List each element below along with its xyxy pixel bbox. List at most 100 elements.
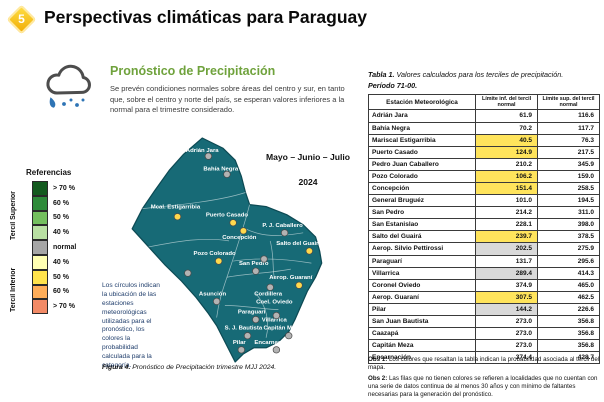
- table-row: Encarnación 374.4 428.7: [368, 351, 600, 365]
- figure-caption-text: Pronóstico de Precipitación trimestre MJ…: [130, 364, 277, 371]
- page-title: Perspectivas climáticas para Paraguay: [44, 7, 367, 27]
- forecast-period: Mayo – Junio – Julio 2024: [252, 152, 364, 187]
- table-row: Paraguarí 131.7 295.6: [368, 254, 600, 268]
- upper-limit-cell: 414.3: [537, 266, 600, 280]
- upper-limit-cell: 311.0: [537, 206, 600, 220]
- map-label: Encarnación: [254, 340, 290, 346]
- station-dot: [260, 255, 268, 263]
- station-dot: [237, 346, 246, 354]
- upper-limit-cell: 226.6: [537, 302, 600, 317]
- table-row: Pedro Juan Caballero 210.2 345.9: [368, 157, 600, 171]
- forecast-months: Mayo – Junio – Julio: [265, 152, 351, 162]
- station-name-cell: Bahía Negra: [368, 121, 476, 135]
- legend-swatch: [32, 254, 48, 270]
- table-row: Aerop. Guaraní 307.5 462.5: [368, 290, 600, 304]
- station-name-cell: Aerop. Silvio Pettirossi: [368, 242, 476, 256]
- map-label: Capitán Meza: [263, 326, 302, 332]
- station-name-cell: General Bruguéz: [368, 194, 476, 208]
- station-dot: [173, 213, 182, 221]
- legend-swatch: [32, 284, 48, 300]
- legend-item: > 70 %: [32, 181, 110, 196]
- lower-limit-cell: 151.4: [475, 181, 538, 196]
- table-row: Mariscal Estigarribia 40.5 76.3: [368, 133, 600, 147]
- map-label: Paraguarí: [238, 310, 266, 316]
- table-header-row: Estación Meteorológica Límite inf. del te…: [368, 93, 600, 111]
- map-label: Salto del Guairá: [276, 241, 322, 247]
- department-border: [224, 305, 279, 310]
- upper-limit-cell: 398.0: [537, 218, 600, 232]
- table-row: Bahía Negra 70.2 117.7: [368, 121, 600, 135]
- station-name-cell: Pedro Juan Caballero: [368, 157, 476, 171]
- observation-notes: Obs 1: Los colores que resaltan la tabla…: [368, 356, 601, 402]
- table-row: Pilar 144.2 226.6: [368, 302, 600, 317]
- map-legend: Referencias > 70 % 60 % 50 % 40 % normal 40 %…: [6, 168, 110, 315]
- legend-color-scale: > 70 % 60 % 50 % 40 % normal 40 % 50 % 60 % > 70…: [32, 181, 110, 315]
- lower-limit-cell: 101.0: [475, 194, 538, 208]
- legend-upper-tercile-label: Tercil Superior: [10, 191, 17, 241]
- station-name-cell: Coronel Oviedo: [368, 278, 476, 292]
- table-caption-number: Tabla 1.: [368, 70, 395, 79]
- terciles-table: Estación Meteorológica Límite inf. del te…: [368, 93, 600, 365]
- lower-limit-cell: 144.2: [475, 302, 538, 317]
- badge-number: 5: [18, 12, 25, 26]
- station-dot: [252, 316, 260, 324]
- legend-swatch: [32, 299, 48, 315]
- department-border: [269, 240, 275, 278]
- station-name-cell: Mariscal Estigarribia: [368, 133, 476, 147]
- map-label: Adrián Jara: [186, 148, 220, 154]
- column-header: Límite inf. del tercil normal: [475, 93, 538, 111]
- lower-limit-cell: 273.0: [475, 339, 538, 353]
- lower-limit-cell: 40.5: [475, 133, 538, 147]
- station-name-cell: Puerto Casado: [368, 145, 476, 159]
- station-name-cell: San Pedro: [368, 206, 476, 220]
- legend-label: 60 %: [53, 288, 69, 296]
- lower-limit-cell: 70.2: [475, 121, 538, 135]
- table-row: Pozo Colorado 106.2 159.0: [368, 169, 600, 183]
- rain-drop: [75, 103, 79, 107]
- station-dots: [173, 152, 313, 354]
- map-label: Bahía Negra: [203, 166, 239, 172]
- upper-limit-cell: 258.5: [537, 181, 600, 196]
- upper-limit-cell: 428.7: [537, 351, 600, 365]
- upper-limit-cell: 378.5: [537, 230, 600, 244]
- table-row: San Juan Bautista 273.0 356.8: [368, 314, 600, 329]
- legend-item: > 70 %: [32, 299, 110, 315]
- station-dot: [215, 257, 223, 265]
- lower-limit-cell: 273.0: [475, 314, 538, 329]
- observation-note: Obs 2: Las filas que no tienen colores s…: [368, 375, 598, 399]
- table-row: Aerop. Silvio Pettirossi 202.5 275.9: [368, 242, 600, 256]
- forecast-year: 2024: [298, 177, 318, 187]
- station-dot: [184, 269, 192, 277]
- station-dot: [243, 332, 252, 340]
- forecast-summary-text: Se prevén condiciones normales sobre áre…: [110, 84, 345, 114]
- map-label: San Pedro: [239, 261, 269, 267]
- legend-lower-tercile-label: Tercil Inferior: [10, 267, 17, 313]
- map-label: S. J. Bautista: [225, 326, 263, 332]
- table-caption: Tabla 1. Valores calculados para los ter…: [368, 70, 600, 79]
- legend-swatch: [32, 225, 48, 241]
- observation-note-label: Obs 1:: [368, 356, 388, 363]
- table-row: Concepción 151.4 258.5: [368, 181, 600, 196]
- rain-drop: [81, 98, 85, 102]
- legend-swatch: [32, 195, 48, 211]
- station-name-cell: Capitán Meza: [368, 339, 476, 353]
- map-label: Mcal. Estigarribia: [151, 205, 201, 211]
- figure-caption-number: Figura 4.: [102, 364, 131, 371]
- observation-note: Obs 1: Los colores que resaltan la tabla…: [368, 356, 600, 372]
- station-dot: [272, 311, 281, 320]
- table-body: Adrián Jara 61.9 116.6 Bahía Negra 70.2 117.7…: [368, 109, 600, 365]
- legend-item: normal: [32, 240, 110, 255]
- legend-label: 50 %: [53, 214, 69, 222]
- station-dot: [204, 152, 213, 160]
- table-row: San Estanislao 228.1 398.0: [368, 218, 600, 232]
- station-name-cell: Encarnación: [368, 351, 476, 365]
- lower-limit-cell: 124.9: [475, 145, 538, 159]
- station-name-cell: Paraguarí: [368, 254, 476, 268]
- legend-label: 40 %: [53, 258, 69, 266]
- rain-drop: [69, 98, 73, 102]
- station-dot: [295, 281, 303, 289]
- station-dot: [239, 227, 248, 235]
- legend-label: 60 %: [53, 199, 69, 207]
- legend-swatch: [32, 269, 48, 285]
- department-border: [245, 228, 304, 236]
